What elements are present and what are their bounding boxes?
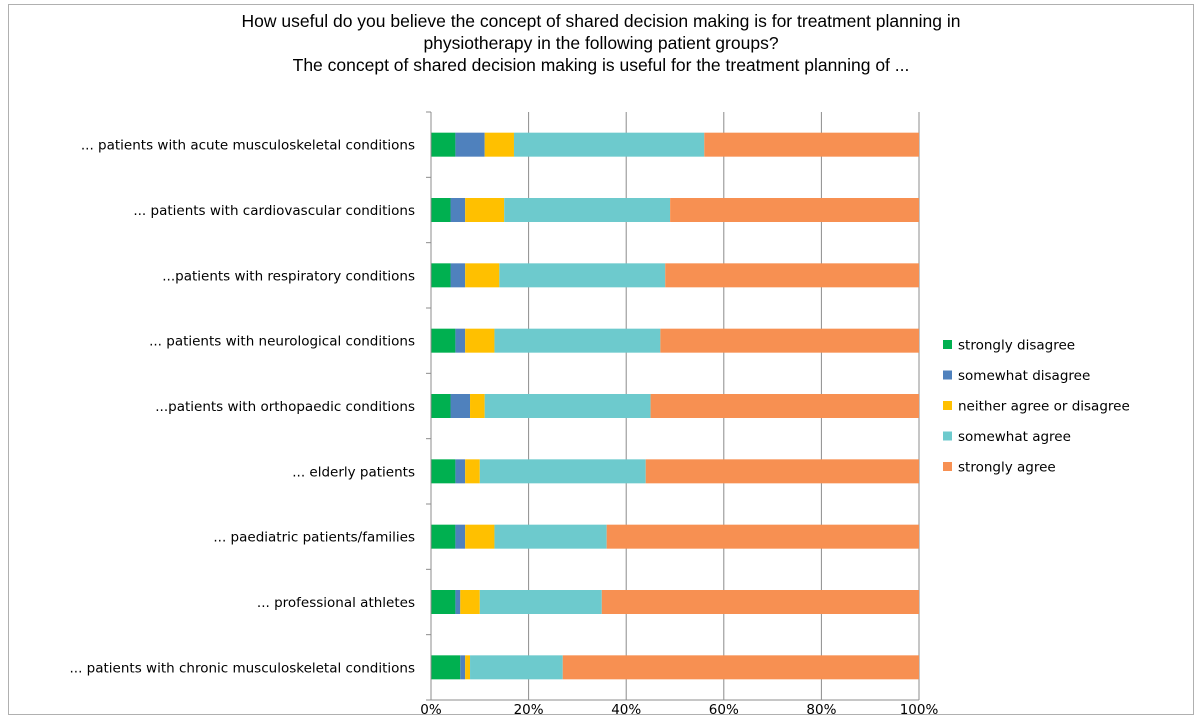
legend-label: somewhat agree bbox=[958, 429, 1071, 445]
bar-segment bbox=[670, 198, 919, 222]
legend-label: somewhat disagree bbox=[958, 368, 1090, 384]
x-tick-label: 60% bbox=[709, 702, 739, 718]
bar-segment bbox=[431, 524, 456, 549]
bar-segment bbox=[704, 132, 919, 157]
bar-segment bbox=[470, 655, 563, 680]
category-label: ... patients with acute musculoskeletal … bbox=[81, 138, 415, 154]
bar-segment bbox=[465, 198, 505, 222]
bar-segment bbox=[465, 263, 500, 288]
category-label: ... professional athletes bbox=[257, 595, 415, 611]
chart-title-line-2: physiotherapy in the following patient g… bbox=[423, 33, 779, 53]
bar-segment bbox=[460, 655, 466, 680]
bar-segment bbox=[504, 198, 671, 222]
x-tick-label: 40% bbox=[611, 702, 641, 718]
bar-segment bbox=[455, 524, 466, 549]
category-label: ... patients with neurological condition… bbox=[149, 334, 415, 350]
bar-segment bbox=[450, 394, 471, 418]
category-label: ...patients with respiratory conditions bbox=[162, 268, 415, 284]
legend-swatch bbox=[943, 340, 952, 349]
bar-segment bbox=[499, 263, 666, 288]
bar-segment bbox=[431, 655, 461, 680]
legend-swatch bbox=[943, 401, 952, 410]
category-label: ... patients with cardiovascular conditi… bbox=[133, 203, 415, 219]
bar-segment bbox=[484, 132, 514, 157]
bar-segment bbox=[431, 198, 451, 222]
bar-segment bbox=[455, 590, 461, 614]
legend-swatch bbox=[943, 370, 952, 380]
x-tick-label: 20% bbox=[514, 702, 544, 718]
bar-segment bbox=[606, 524, 919, 549]
x-tick-label: 80% bbox=[806, 702, 836, 718]
bar-segment bbox=[450, 198, 466, 222]
bar-segment bbox=[601, 590, 919, 614]
chart-title-line-3: The concept of shared decision making is… bbox=[292, 55, 910, 75]
bar-segment bbox=[484, 394, 651, 418]
bar-segment bbox=[455, 328, 466, 353]
bar-segment bbox=[645, 459, 919, 484]
bar-segment bbox=[465, 328, 495, 353]
category-label: ... elderly patients bbox=[292, 464, 415, 480]
bar-segment bbox=[431, 132, 456, 157]
bar-segment bbox=[562, 655, 919, 680]
bar-segment bbox=[465, 524, 495, 549]
legend-swatch bbox=[943, 462, 952, 471]
chart-title-line-1: How useful do you believe the concept of… bbox=[241, 11, 961, 31]
bar-segment bbox=[494, 328, 661, 353]
bar-segment bbox=[513, 132, 705, 157]
bar-segment bbox=[470, 394, 485, 418]
bar-segment bbox=[665, 263, 919, 288]
bar-segment bbox=[650, 394, 919, 418]
bar-segment bbox=[660, 328, 919, 353]
bar-segment bbox=[431, 263, 451, 288]
legend-swatch bbox=[943, 431, 952, 441]
bar-segment bbox=[431, 459, 456, 484]
bar-segment bbox=[431, 590, 456, 614]
legend-label: strongly disagree bbox=[958, 338, 1075, 354]
bar-segment bbox=[479, 590, 602, 614]
chart-title: How useful do you believe the concept of… bbox=[0, 10, 1202, 76]
category-label: ... patients with chronic musculoskeleta… bbox=[70, 660, 416, 676]
legend-label: neither agree or disagree bbox=[958, 399, 1130, 415]
category-label: ... paediatric patients/families bbox=[213, 530, 415, 546]
bar-segment bbox=[431, 394, 451, 418]
category-label: ...patients with orthopaedic conditions bbox=[155, 399, 415, 415]
bar-segment bbox=[465, 459, 480, 484]
x-tick-label: 0% bbox=[420, 702, 442, 718]
bar-segment bbox=[455, 132, 485, 157]
bar-segment bbox=[455, 459, 466, 484]
bar-segment bbox=[450, 263, 466, 288]
x-tick-label: 100% bbox=[900, 702, 939, 718]
bar-segment bbox=[494, 524, 607, 549]
bar-segment bbox=[465, 655, 471, 680]
bar-segment bbox=[431, 328, 456, 353]
bar-segment bbox=[460, 590, 480, 614]
legend-label: strongly agree bbox=[958, 460, 1056, 476]
bar-segment bbox=[479, 459, 646, 484]
